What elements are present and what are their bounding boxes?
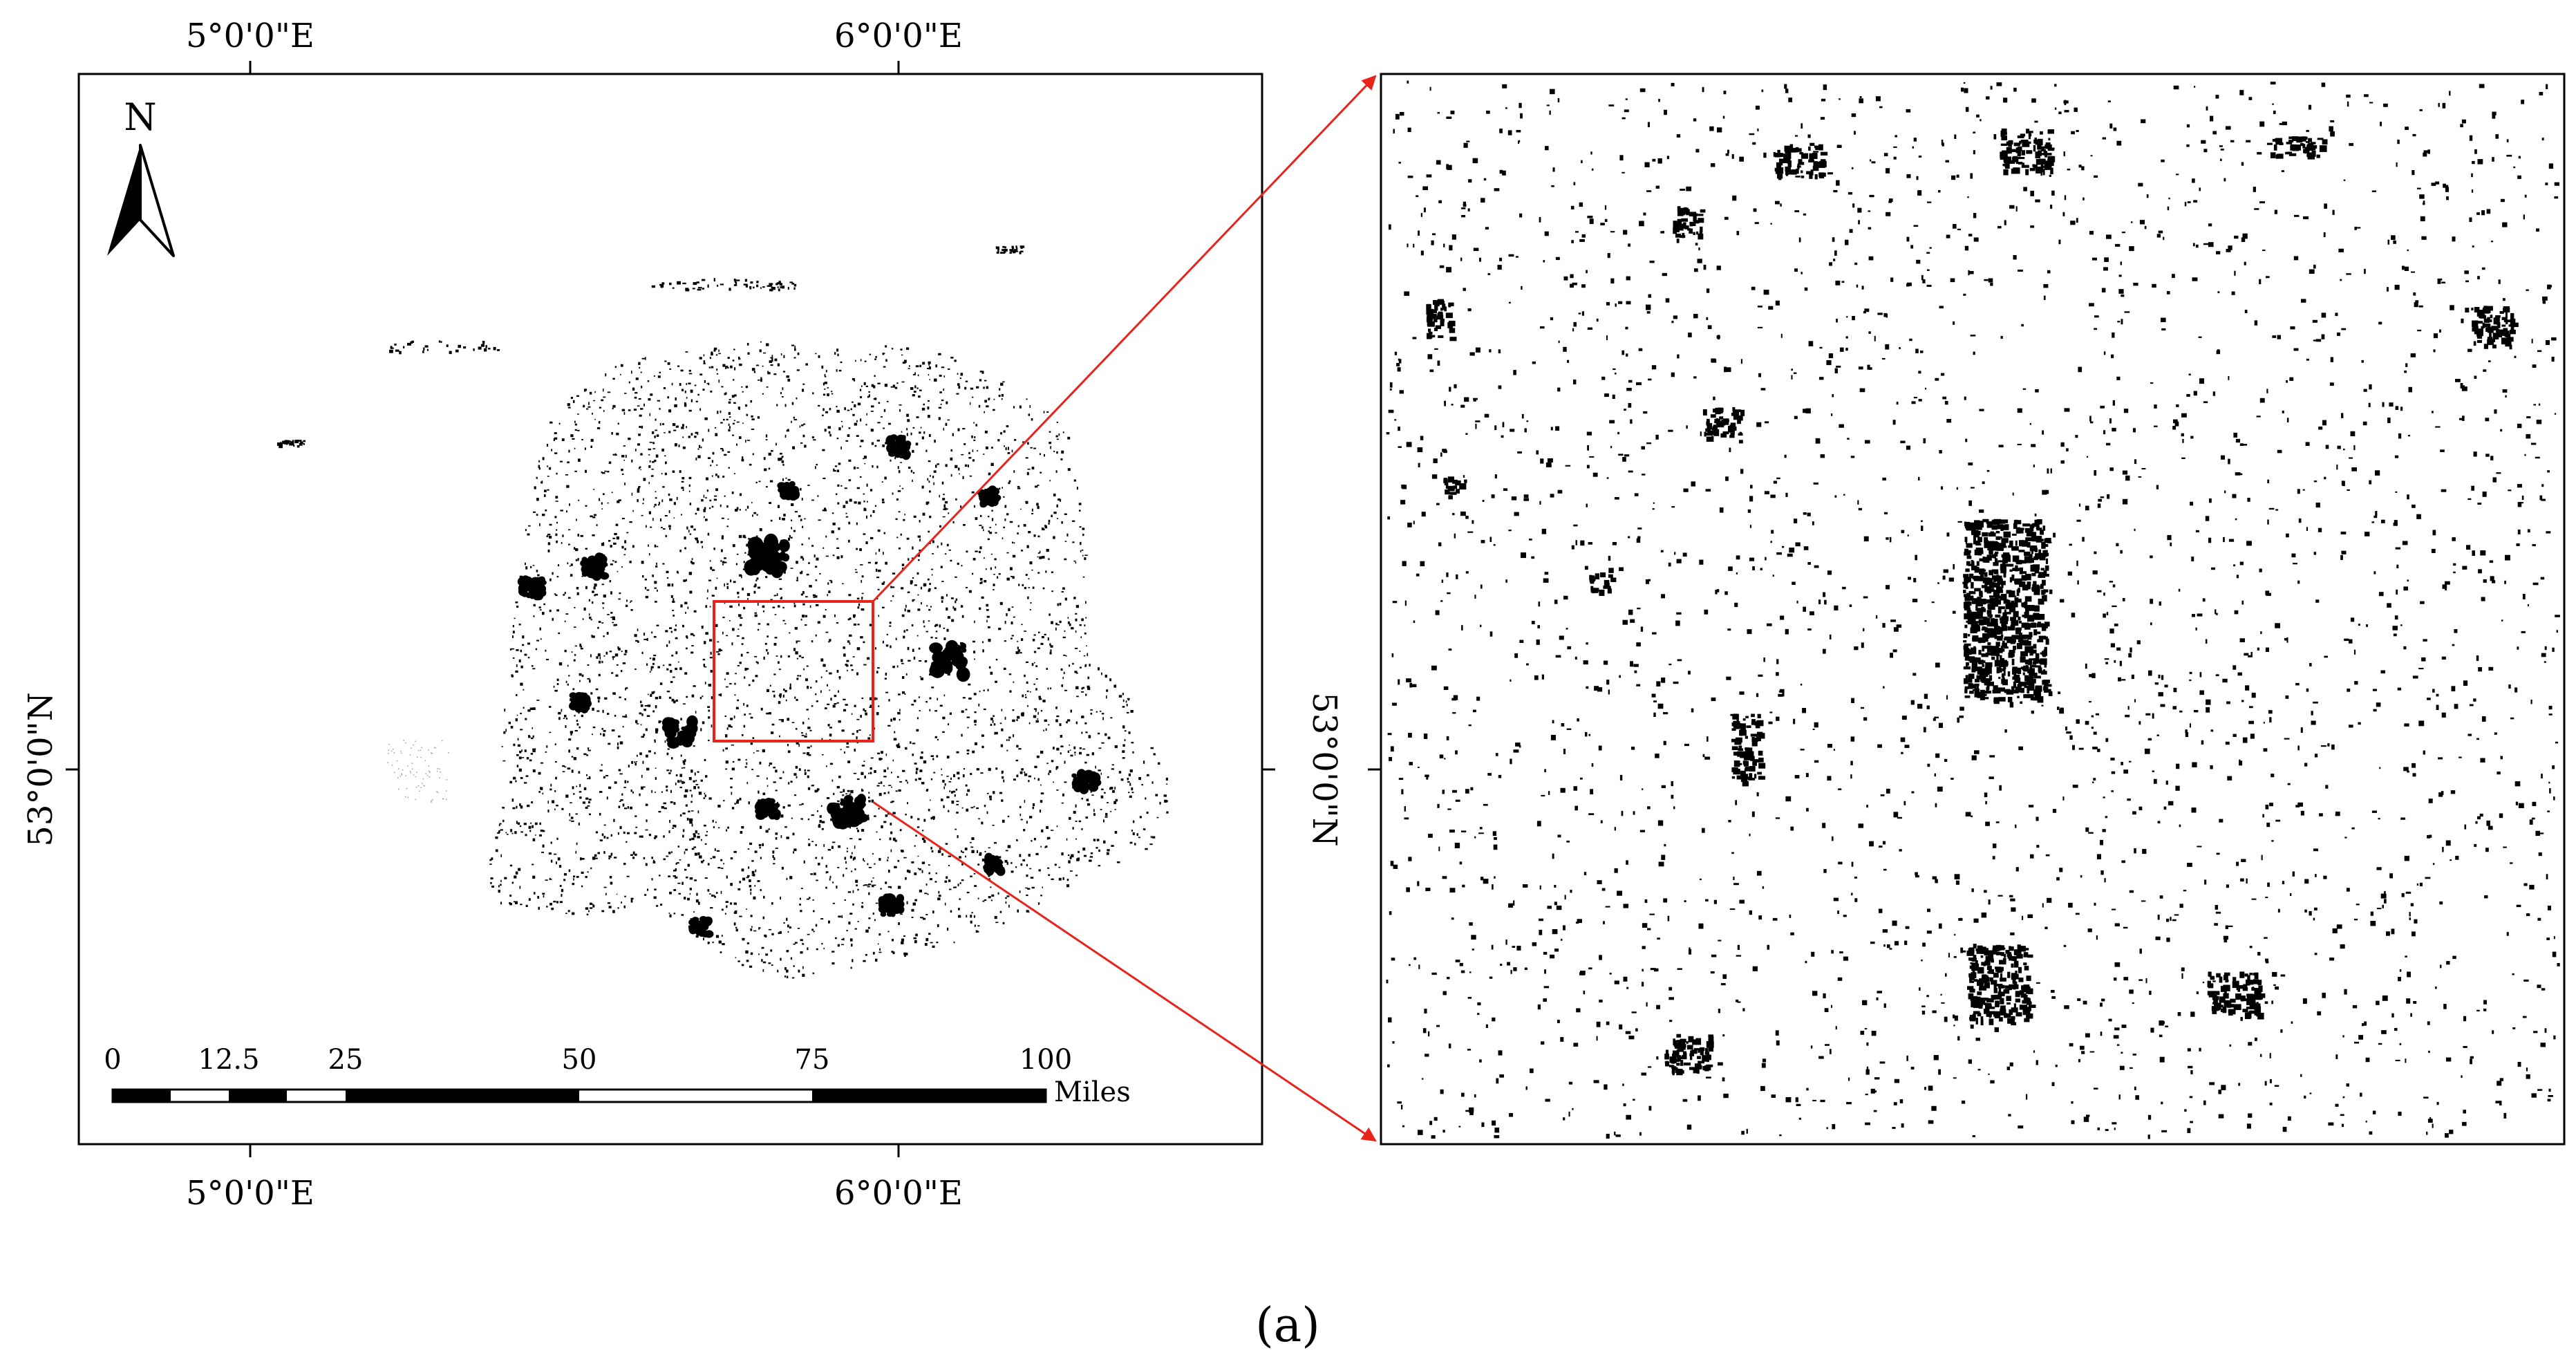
scale-tick-12-5: 12.5 <box>198 1044 259 1076</box>
overview-map-ticks <box>66 61 1275 1157</box>
detail-buildings-layer <box>1386 80 2560 1139</box>
bottom-lon-label-1: 5°0'0"E <box>186 1174 314 1213</box>
detail-map-frame <box>1380 73 2566 1146</box>
study-area-box <box>713 600 874 742</box>
top-lon-label-1: 5°0'0"E <box>186 17 314 55</box>
detail-map: 53°0'0"N <box>1305 73 2566 1146</box>
overview-map: 5°0'0"E 6°0'0"E 5°0'0"E 6°0'0"E 53°0'0"N… <box>21 17 1275 1213</box>
scale-tick-0: 0 <box>104 1044 121 1076</box>
top-lon-label-2: 6°0'0"E <box>834 17 963 55</box>
scale-tick-75: 75 <box>795 1044 830 1076</box>
left-lat-label: 53°0'0"N <box>21 692 60 846</box>
figure-caption: (a) <box>1255 1298 1320 1353</box>
right-lat-label: 53°0'0"N <box>1305 692 1344 846</box>
scale-unit-label: Miles <box>1054 1076 1131 1108</box>
bottom-lon-label-2: 6°0'0"E <box>834 1174 963 1213</box>
north-arrow-label: N <box>124 95 156 139</box>
scale-tick-25: 25 <box>328 1044 364 1076</box>
zoom-connector-arrows <box>872 75 1377 1142</box>
overview-map-frame <box>77 73 1263 1146</box>
scale-tick-50: 50 <box>562 1044 597 1076</box>
connector-arrow-bottom <box>872 801 1377 1142</box>
connector-arrow-top <box>872 75 1377 603</box>
north-arrow-icon: N <box>107 95 175 257</box>
overview-buildings-layer <box>276 245 1169 979</box>
scale-bar: 0 12.5 25 50 75 100 Miles <box>104 1044 1130 1108</box>
scale-tick-100: 100 <box>1019 1044 1072 1076</box>
